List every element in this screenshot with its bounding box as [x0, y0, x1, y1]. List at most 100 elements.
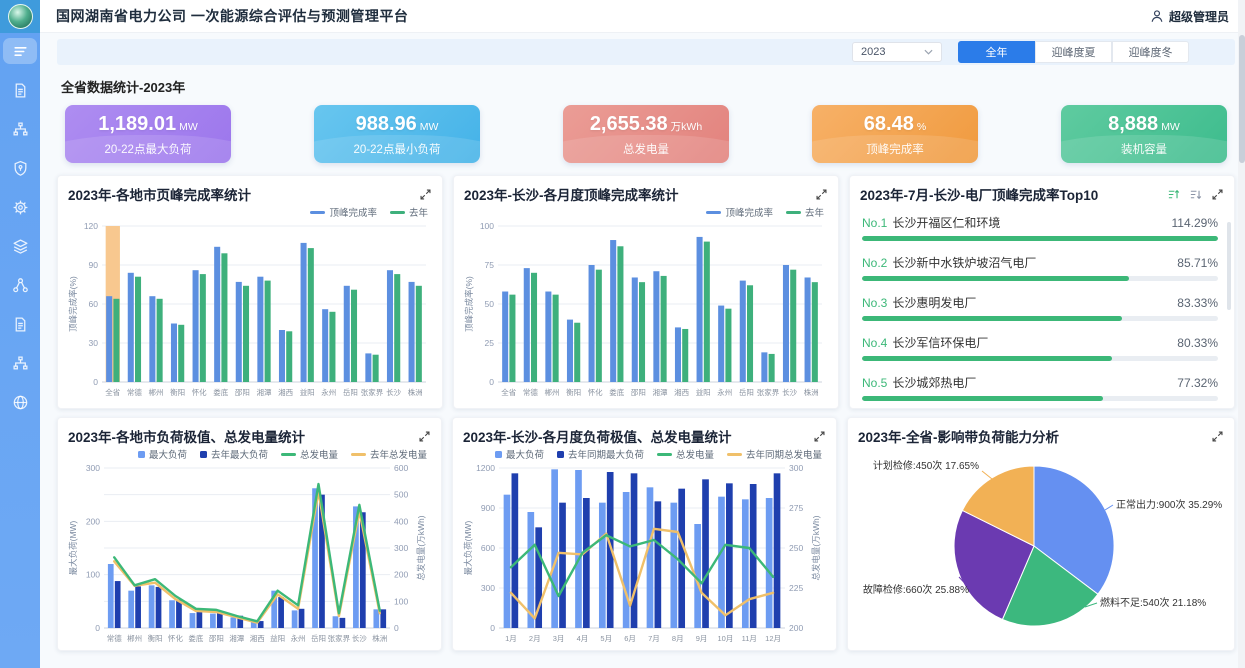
plant-name: 长沙惠明发电厂 — [892, 296, 977, 310]
sidebar-item-topology[interactable] — [3, 272, 37, 298]
menu-icon — [13, 46, 27, 56]
completion-value: 114.29% — [1171, 216, 1218, 230]
top10-item[interactable]: No.1 长沙开福区仁和环境 114.29% — [862, 214, 1218, 241]
svg-text:1200: 1200 — [476, 463, 495, 473]
legend-item[interactable]: 顶峰完成率 — [706, 205, 773, 219]
sidebar — [0, 0, 40, 668]
svg-text:湘潭: 湘潭 — [229, 634, 244, 643]
year-select[interactable]: 2023 — [852, 42, 942, 62]
legend-item[interactable]: 去年总发电量 — [350, 447, 427, 461]
svg-text:邵阳: 邵阳 — [631, 388, 646, 397]
main-content: 2023 全年 迎峰度夏 迎峰度冬 全省数据统计-2023年 1,189.01 MW … — [40, 33, 1245, 657]
svg-text:永州: 永州 — [717, 387, 732, 397]
legend-marker — [726, 452, 742, 456]
expand-icon[interactable] — [418, 430, 431, 443]
period-tab-2[interactable]: 迎峰度冬 — [1112, 41, 1189, 63]
svg-text:75: 75 — [485, 260, 495, 270]
kpi-value: 68.48% — [863, 113, 927, 135]
period-tab-1[interactable]: 迎峰度夏 — [1035, 41, 1112, 63]
svg-text:100: 100 — [394, 596, 408, 606]
file-icon — [15, 316, 25, 332]
sort-descending-icon[interactable] — [1189, 188, 1202, 201]
expand-icon[interactable] — [815, 188, 828, 201]
svg-text:常德: 常德 — [127, 387, 142, 397]
top10-item[interactable]: No.2 长沙新中水铁炉坡沼气电厂 85.71% — [862, 254, 1218, 281]
legend-item[interactable]: 最大负荷 — [137, 447, 187, 461]
page-scrollbar[interactable] — [1238, 0, 1245, 668]
panel-title: 2023年-各地市负荷极值、总发电量统计 — [68, 430, 306, 445]
panel-monthly-completion: 2023年-长沙-各月度顶峰完成率统计 顶峰完成率 去年 0 25 50 75 100 顶峰… — [453, 175, 839, 409]
kpi-label: 总发电量 — [623, 144, 669, 156]
svg-text:株洲: 株洲 — [804, 387, 819, 397]
progress-fill — [862, 316, 1122, 321]
rank-label: No.5 — [862, 376, 888, 390]
sidebar-item-structure[interactable] — [3, 116, 37, 142]
plant-name: 长沙开福区仁和环境 — [892, 216, 1001, 230]
panel-title: 2023年-7月-长沙-电厂顶峰完成率Top10 — [860, 188, 1099, 203]
legend-item[interactable]: 总发电量 — [656, 447, 714, 461]
svg-text:长沙: 长沙 — [782, 387, 798, 397]
progress-fill — [862, 276, 1129, 281]
sidebar-item-hierarchy[interactable] — [3, 350, 37, 376]
kpi-value: 988.96 MW — [355, 113, 439, 135]
sidebar-item-settings[interactable] — [3, 194, 37, 220]
svg-text:怀化: 怀化 — [168, 633, 183, 643]
app-header: 国网湖南省电力公司 一次能源综合评估与预测管理平台 超级管理员 — [40, 0, 1245, 33]
sidebar-item-documents[interactable] — [3, 311, 37, 337]
legend-marker — [389, 210, 405, 214]
top10-item[interactable]: No.3 长沙惠明发电厂 83.33% — [862, 294, 1218, 321]
legend-label: 去年同期最大负荷 — [567, 450, 644, 461]
plant-name: 长沙城郊热电厂 — [892, 376, 977, 390]
legend-item[interactable]: 总发电量 — [280, 447, 338, 461]
svg-text:长沙: 长沙 — [386, 387, 401, 397]
page-scrollbar-thumb[interactable] — [1238, 35, 1245, 163]
expand-icon[interactable] — [1211, 188, 1224, 201]
svg-text:1月: 1月 — [505, 634, 517, 643]
legend-marker — [706, 210, 722, 214]
legend-item[interactable]: 最大负荷 — [494, 447, 544, 461]
legend-item[interactable]: 去年同期最大负荷 — [556, 447, 644, 461]
page-title: 国网湖南省电力公司 一次能源综合评估与预测管理平台 — [56, 8, 409, 24]
expand-icon[interactable] — [419, 188, 432, 201]
svg-text:株洲: 株洲 — [408, 387, 423, 397]
svg-text:长沙: 长沙 — [352, 633, 367, 643]
sidebar-item-report[interactable] — [3, 77, 37, 103]
legend-item[interactable]: 去年最大负荷 — [199, 447, 268, 461]
rank-label: No.2 — [862, 256, 888, 270]
combo-bar-line-chart: 0 100 200 300 400 500 600 0 100 200 300 最大负荷(MW) 总发电… — [68, 463, 426, 643]
svg-text:60: 60 — [89, 299, 99, 309]
sidebar-item-menu[interactable] — [3, 38, 37, 64]
legend-label: 总发电量 — [675, 450, 714, 461]
legend-item[interactable]: 去年 — [389, 205, 428, 219]
period-tab-0[interactable]: 全年 — [958, 41, 1035, 63]
svg-text:300: 300 — [86, 463, 100, 473]
sidebar-item-layers[interactable] — [3, 233, 37, 259]
svg-text:燃料不足:540次 21.18%: 燃料不足:540次 21.18% — [1100, 596, 1206, 609]
expand-icon[interactable] — [1211, 430, 1224, 443]
sort-ascending-icon[interactable] — [1167, 188, 1180, 201]
user-menu[interactable]: 超级管理员 — [1150, 8, 1229, 25]
legend-item[interactable]: 顶峰完成率 — [310, 205, 377, 219]
kpi-row: 1,189.01 MW 20-22点最大负荷 988.96 MW 20-22点最小负荷… — [57, 105, 1235, 163]
top10-item[interactable]: No.4 长沙军信环保电厂 80.33% — [862, 334, 1218, 361]
svg-text:益阳: 益阳 — [300, 387, 315, 397]
svg-text:225: 225 — [789, 583, 803, 593]
legend-label: 顶峰完成率 — [725, 208, 773, 219]
legend-item[interactable]: 去年 — [785, 205, 824, 219]
svg-text:永州: 永州 — [291, 633, 306, 643]
sidebar-item-security[interactable] — [3, 155, 37, 181]
progress-fill — [862, 236, 1218, 241]
top10-item[interactable]: No.5 长沙城郊热电厂 77.32% — [862, 374, 1218, 401]
rank-label: No.3 — [862, 296, 888, 310]
svg-text:500: 500 — [394, 490, 408, 500]
legend-marker — [785, 210, 801, 214]
expand-icon[interactable] — [813, 430, 826, 443]
svg-text:湘潭: 湘潭 — [257, 388, 272, 397]
svg-text:50: 50 — [485, 299, 495, 309]
legend-label: 去年同期总发电量 — [745, 450, 822, 461]
svg-text:郴州: 郴州 — [545, 388, 560, 397]
legend-item[interactable]: 去年同期总发电量 — [726, 447, 822, 461]
list-scrollbar[interactable] — [1227, 222, 1231, 310]
sidebar-item-web[interactable] — [3, 389, 37, 415]
svg-text:7月: 7月 — [648, 634, 660, 643]
